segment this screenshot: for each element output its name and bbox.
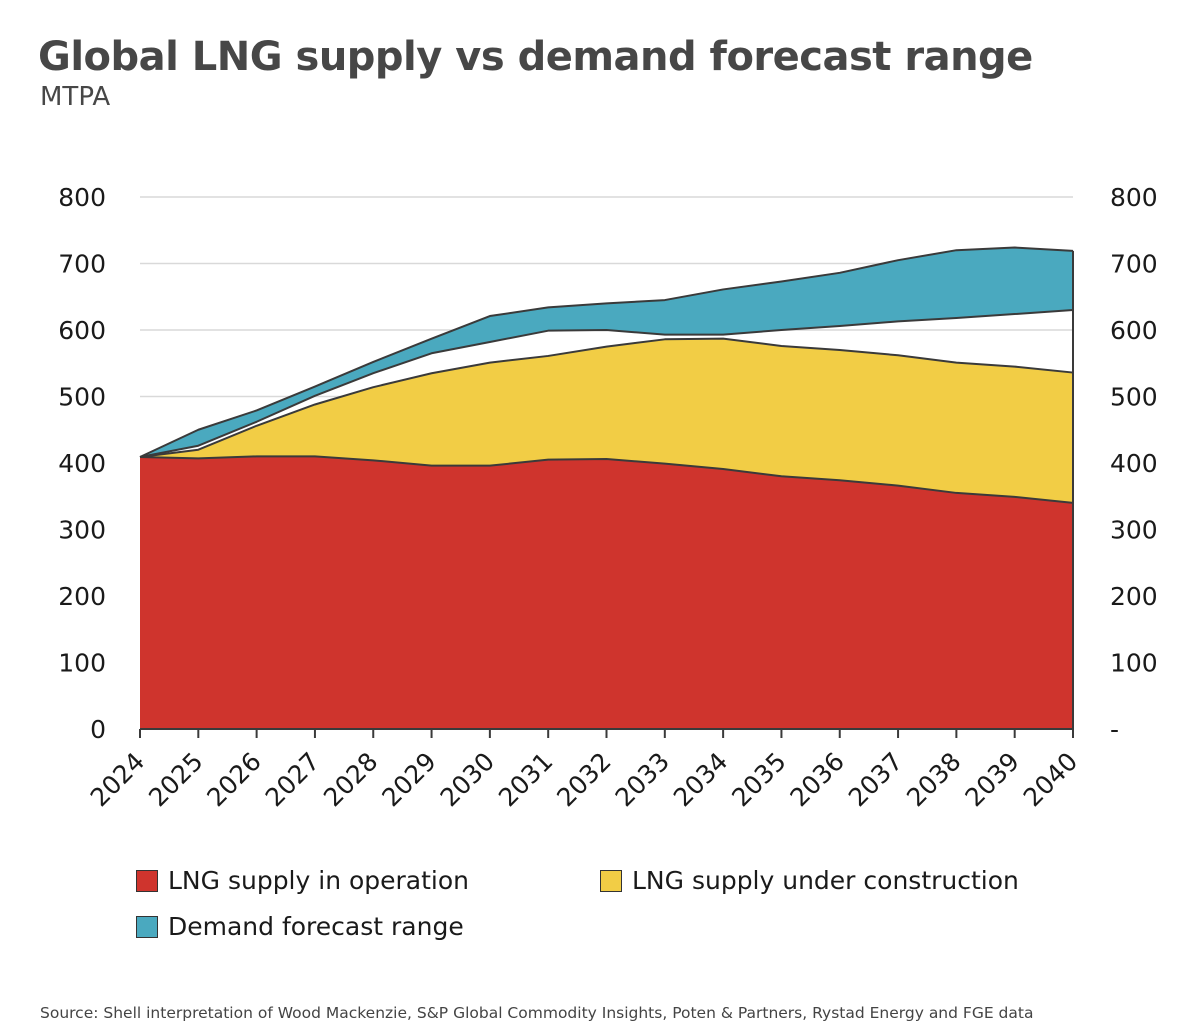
legend-label-demand: Demand forecast range — [168, 912, 464, 941]
y-tick-label-left: 600 — [58, 316, 106, 345]
y-tick-label-right: 200 — [1110, 582, 1158, 611]
y-tick-label-right: 100 — [1110, 649, 1158, 678]
legend-swatch-construction — [600, 869, 622, 892]
source-note: Source: Shell interpretation of Wood Mac… — [40, 1004, 1034, 1022]
y-tick-label-left: 300 — [58, 516, 106, 545]
x-tick-label: 2029 — [376, 747, 441, 812]
x-tick-label: 2037 — [843, 747, 908, 812]
x-tick-label: 2036 — [784, 747, 849, 812]
legend-item-construction: LNG supply under construction — [600, 866, 1019, 895]
y-tick-label-left: 400 — [58, 449, 106, 478]
x-tick-label: 2028 — [318, 747, 383, 812]
y-tick-label-right: 500 — [1110, 383, 1158, 412]
x-tick-label: 2030 — [435, 747, 500, 812]
legend-label-operation: LNG supply in operation — [168, 866, 470, 895]
x-tick-label: 2032 — [551, 747, 616, 812]
y-tick-label-right: 600 — [1110, 316, 1158, 345]
y-tick-label-left: 100 — [58, 649, 106, 678]
x-tick-label: 2034 — [668, 747, 733, 812]
y-tick-label-right: 300 — [1110, 516, 1158, 545]
x-tick-label: 2038 — [901, 747, 966, 812]
line-supply-total — [139, 337, 1074, 459]
x-tick-label: 2025 — [143, 747, 208, 812]
line-supply-in-operation — [139, 455, 1074, 504]
area-chart: 0 100 200 300 400 500 600 700 800 - 100 200 300 400 50… — [58, 183, 1158, 812]
chart-title: Global LNG supply vs demand forecast ran… — [38, 34, 1033, 80]
y-tick-label-left: 500 — [58, 383, 106, 412]
area-demand-forecast-range — [140, 247, 1073, 458]
x-tick-label: 2039 — [959, 747, 1024, 812]
line-demand-high — [139, 246, 1074, 458]
x-tick-label: 2024 — [85, 747, 150, 812]
legend-label-construction: LNG supply under construction — [632, 866, 1019, 895]
legend-item-operation: LNG supply in operation — [136, 866, 469, 895]
y-tick-label-right: 700 — [1110, 250, 1158, 279]
y-tick-label-left: 0 — [90, 715, 106, 744]
legend-item-demand: Demand forecast range — [136, 912, 464, 941]
chart-subtitle: MTPA — [40, 82, 111, 112]
y-tick-label-right: - — [1110, 715, 1119, 744]
x-tick-label: 2033 — [610, 747, 675, 812]
y-tick-label-right: 400 — [1110, 449, 1158, 478]
y-tick-label-left: 700 — [58, 250, 106, 279]
legend-swatch-demand — [136, 915, 158, 938]
x-tick-label: 2031 — [493, 747, 558, 812]
line-demand-low — [139, 309, 1074, 458]
area-supply-in-operation — [140, 456, 1073, 729]
chart-legend: LNG supply in operation LNG supply under… — [136, 866, 1096, 956]
y-tick-label-left: 800 — [58, 183, 106, 212]
x-tick-label: 2027 — [260, 747, 325, 812]
legend-swatch-operation — [136, 869, 158, 892]
area-supply-under-construction — [140, 338, 1073, 503]
y-tick-label-right: 800 — [1110, 183, 1158, 212]
x-tick-label: 2035 — [726, 747, 791, 812]
y-tick-label-left: 200 — [58, 582, 106, 611]
x-tick-label: 2040 — [1018, 747, 1083, 812]
x-tick-label: 2026 — [201, 747, 266, 812]
